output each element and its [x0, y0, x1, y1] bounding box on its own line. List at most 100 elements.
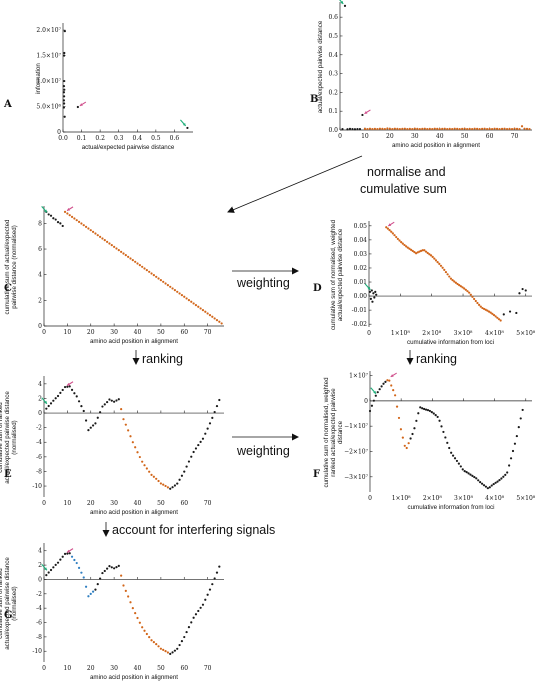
x-tick-label: 10 — [64, 500, 72, 507]
data-point — [508, 464, 511, 467]
y-tick-label: 0.03 — [354, 251, 368, 258]
data-point — [96, 416, 99, 419]
data-point — [180, 640, 184, 643]
y-axis-label: actual/expected pairwise distance — [337, 228, 344, 321]
y-tick-label: -2 — [36, 591, 42, 598]
data-point — [407, 442, 410, 445]
data-point — [413, 427, 416, 430]
data-point — [215, 571, 219, 574]
data-point — [518, 292, 521, 295]
data-point — [75, 219, 78, 222]
data-point — [68, 214, 71, 217]
x-tick-label: 60 — [180, 500, 188, 507]
data-point — [465, 471, 468, 474]
panel-b: B 0 10 20 30 40 50 60 70 0.0 0.1 0.2 0.3 0.4 0.5 0.6 ami… — [310, 0, 532, 149]
flow-weighting-mid: weighting — [232, 433, 299, 458]
x-tick-label: 30 — [110, 329, 118, 336]
data-point — [399, 428, 403, 431]
y-tick-label: 4 — [38, 272, 42, 279]
data-point — [503, 127, 506, 130]
data-point — [417, 412, 420, 415]
data-point — [433, 127, 436, 130]
y-axis-label: cumulative sum of ranked — [0, 568, 4, 639]
data-point — [492, 482, 495, 486]
data-point — [206, 312, 209, 315]
data-point — [143, 464, 146, 467]
data-point — [388, 379, 391, 382]
y-tick-label: −1×10⁷ — [344, 423, 369, 430]
data-point — [496, 316, 499, 319]
data-point — [96, 583, 99, 586]
data-point — [89, 592, 92, 595]
data-point — [467, 472, 470, 475]
data-point — [178, 478, 181, 481]
data-point — [61, 555, 64, 558]
data-point — [127, 429, 130, 432]
data-point — [487, 310, 491, 313]
data-point — [446, 441, 449, 444]
x-tick-label: 60 — [180, 665, 188, 672]
data-point — [458, 127, 461, 131]
data-point — [461, 286, 464, 289]
x-tick-label: 0 — [42, 500, 46, 507]
x-tick-label: 20 — [87, 665, 95, 672]
data-point — [393, 234, 396, 237]
data-point — [63, 385, 67, 389]
data-point — [84, 585, 88, 588]
data-point — [143, 629, 146, 632]
data-point — [218, 320, 221, 323]
y-tick-label: 1.5×10⁷ — [36, 53, 61, 60]
x-tick-label: 20 — [386, 133, 394, 140]
y-axis-label: actual/expected pairwise distance — [4, 557, 11, 650]
data-point — [77, 220, 81, 223]
data-point — [190, 621, 193, 624]
y-tick-label: −3×10⁷ — [344, 474, 369, 481]
data-point — [475, 477, 478, 480]
x-tick-label: 70 — [511, 133, 519, 140]
data-point — [488, 127, 491, 130]
data-point — [376, 391, 379, 394]
data-point — [469, 473, 472, 476]
y-axis-label: pairwise distance (normalised) — [11, 225, 18, 309]
data-point — [388, 229, 391, 232]
x-tick-label: 30 — [110, 500, 118, 507]
data-point — [152, 641, 155, 644]
data-point — [87, 227, 90, 230]
data-point — [371, 300, 374, 303]
y-tick-label: 0.00 — [354, 293, 368, 300]
green-marker-arrowhead — [44, 567, 47, 571]
data-point — [63, 30, 66, 33]
flow-ranking-left: ranking — [132, 350, 183, 366]
data-point — [213, 317, 216, 320]
y-tick-label: 4 — [38, 548, 42, 555]
data-point — [56, 221, 60, 224]
data-point — [80, 222, 83, 225]
data-point — [386, 379, 389, 382]
data-point — [73, 392, 76, 395]
data-point — [115, 565, 118, 569]
pink-marker-arrowhead — [67, 207, 71, 211]
data-point — [498, 479, 501, 482]
data-point — [218, 565, 221, 568]
panel-e: E 0 10 20 30 40 50 60 70 -10 -8 -6 -4 -2 0 2 4 amino acid… — [0, 376, 224, 516]
data-point — [519, 417, 522, 420]
data-point — [199, 440, 202, 443]
data-point — [421, 249, 424, 252]
x-tick-label: 60 — [486, 133, 494, 140]
x-tick-label: 20 — [87, 500, 95, 507]
data-point — [101, 237, 104, 240]
data-point — [454, 281, 457, 284]
green-marker-arrowhead — [367, 286, 371, 290]
x-tick-label: 0.6 — [170, 135, 180, 142]
data-point — [194, 613, 198, 616]
x-tick-label: 50 — [157, 500, 165, 507]
data-point — [117, 398, 120, 401]
panel-label-f: F — [313, 469, 320, 480]
data-point — [134, 260, 137, 263]
data-point — [441, 266, 444, 269]
y-tick-label: 2 — [38, 297, 42, 304]
data-point — [405, 245, 408, 248]
data-point — [515, 127, 519, 130]
data-point — [145, 467, 148, 470]
data-point — [400, 240, 403, 244]
